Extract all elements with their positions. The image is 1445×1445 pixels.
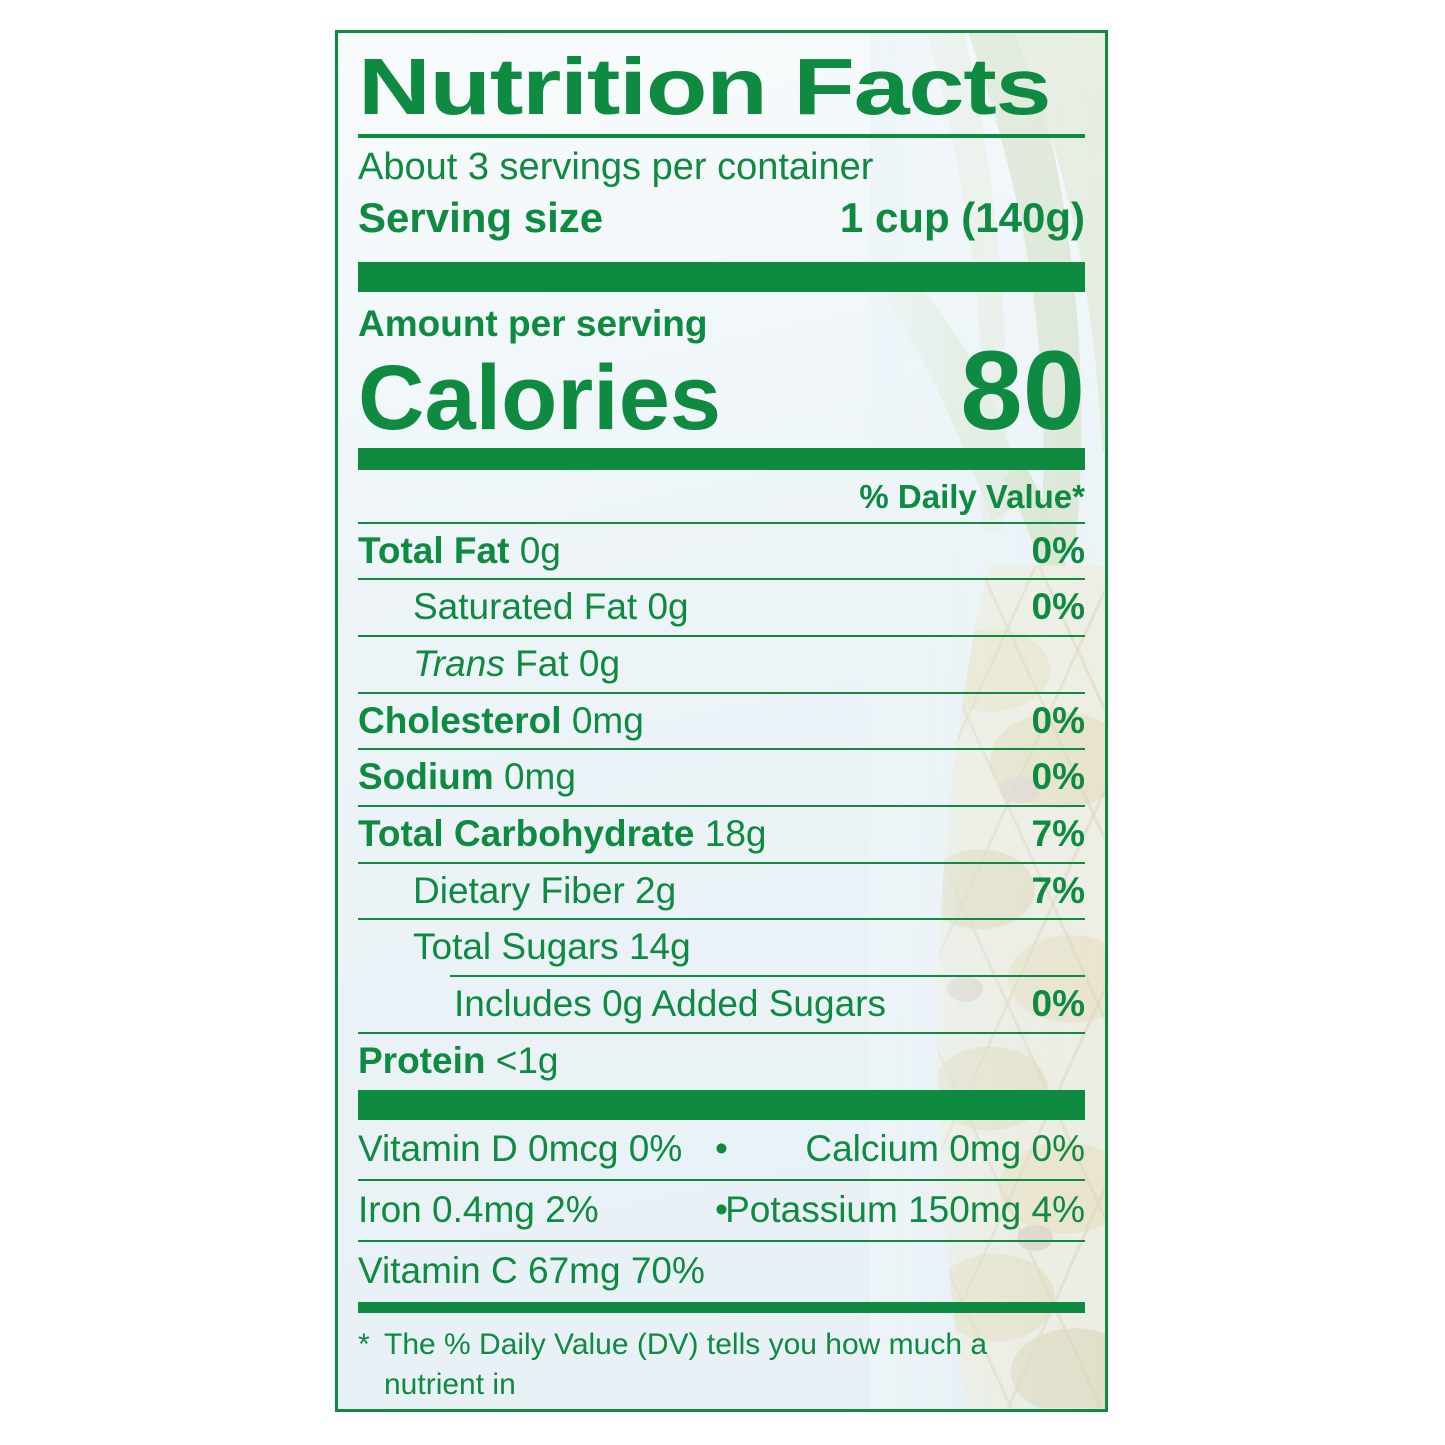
micronutrient-left: Vitamin D 0mcg 0% xyxy=(358,1128,683,1170)
nutrient-name: Dietary Fiber 2g xyxy=(413,869,677,911)
daily-value-footnote: * The % Daily Value (DV) tells you how m… xyxy=(358,1325,1085,1409)
daily-value-header: % Daily Value* xyxy=(859,477,1085,515)
nutrient-name: Total Sugars 14g xyxy=(413,926,691,968)
thick-divider-bar xyxy=(358,1090,1085,1121)
nutrient-amount: <1g xyxy=(485,1039,559,1081)
nutrient-dv: 0% xyxy=(1031,586,1085,628)
nutrient-dv: 0% xyxy=(1031,756,1085,798)
serving-size-value: 1 cup (140g) xyxy=(839,193,1085,241)
nutrient-row-total-fat: Total Fat 0g 0% xyxy=(358,521,1085,579)
nutrient-dv: 0% xyxy=(1031,983,1085,1025)
micronutrient-row-iron-potassium: Iron 0.4mg 2% • Potassium 150mg 4% xyxy=(358,1179,1085,1240)
nutrient-name: Includes 0g Added Sugars xyxy=(454,983,886,1025)
nutrient-row-total-sugars: Total Sugars 14g xyxy=(358,918,1085,975)
micronutrient-right: Potassium 150mg 4% xyxy=(725,1189,1085,1231)
nutrient-name: Total Carbohydrate xyxy=(358,813,695,855)
nutrient-row-sodium: Sodium 0mg 0% xyxy=(358,748,1085,805)
nutrient-row-dietary-fiber: Dietary Fiber 2g 7% xyxy=(358,861,1085,919)
nutrient-dv: 0% xyxy=(1031,529,1085,571)
nutrient-name: Sodium xyxy=(358,756,494,798)
nutrient-row-added-sugars: Includes 0g Added Sugars 0% xyxy=(358,977,1085,1032)
nutrient-name: Protein xyxy=(358,1039,486,1081)
micronutrient-row-vitamin-c: Vitamin C 67mg 70% xyxy=(358,1239,1085,1301)
thick-divider-bar xyxy=(358,261,1085,292)
nutrient-amount: 0mg xyxy=(493,756,576,798)
nutrient-name: Saturated Fat 0g xyxy=(413,586,689,628)
calories-value: 80 xyxy=(960,327,1085,453)
servings-per-container: About 3 servings per container xyxy=(358,146,874,188)
serving-size-row: Serving size 1 cup (140g) xyxy=(358,193,1085,241)
amount-per-serving-label: Amount per serving xyxy=(358,302,708,344)
nutrient-row-saturated-fat: Saturated Fat 0g 0% xyxy=(358,578,1085,635)
micronutrient-row-vitamin-d-calcium: Vitamin D 0mcg 0% • Calcium 0mg 0% xyxy=(358,1120,1085,1179)
nutrient-row-trans-fat: Trans Fat 0g xyxy=(358,634,1085,692)
serving-size-label: Serving size xyxy=(358,193,604,241)
nutrition-facts-label: Nutrition Facts About 3 servings per con… xyxy=(335,30,1108,1412)
nutrient-dv: 0% xyxy=(1031,699,1085,741)
calories-label: Calories xyxy=(358,346,722,449)
nutrient-name-italic: Trans xyxy=(413,642,505,684)
micronutrient-right: Calcium 0mg 0% xyxy=(805,1128,1085,1170)
indented-divider xyxy=(450,975,1085,978)
nutrient-row-protein: Protein <1g xyxy=(358,1031,1085,1089)
thick-divider-bar xyxy=(358,447,1085,470)
calories-row: Calories 80 xyxy=(358,327,1085,453)
nutrient-dv: 7% xyxy=(1031,813,1085,855)
nutrition-facts-title: Nutrition Facts xyxy=(358,42,1052,131)
bullet-separator: • xyxy=(715,1189,728,1231)
title-rule xyxy=(358,134,1085,138)
footnote-asterisk: * xyxy=(358,1328,370,1362)
nutrient-amount: 18g xyxy=(694,813,767,855)
bullet-separator: • xyxy=(715,1128,728,1170)
label-content: Nutrition Facts About 3 servings per con… xyxy=(338,33,1105,1409)
footnote-line: The % Daily Value (DV) tells you how muc… xyxy=(384,1328,988,1402)
nutrient-name: Total Fat xyxy=(358,529,510,571)
nutrient-amount: 0mg xyxy=(561,699,644,741)
micronutrient-left: Vitamin C 67mg 70% xyxy=(358,1249,705,1291)
footnote-line: a serving of food contributes to a daily… xyxy=(384,1408,1038,1409)
nutrient-row-cholesterol: Cholesterol 0mg 0% xyxy=(358,691,1085,749)
nutrient-dv: 7% xyxy=(1031,869,1085,911)
nutrient-row-total-carbohydrate: Total Carbohydrate 18g 7% xyxy=(358,805,1085,862)
nutrient-amount: 0g xyxy=(509,529,561,571)
micronutrient-left: Iron 0.4mg 2% xyxy=(358,1189,599,1231)
thin-divider-bar xyxy=(358,1302,1085,1314)
nutrient-name: Cholesterol xyxy=(358,699,562,741)
nutrient-amount: Fat 0g xyxy=(504,642,621,684)
